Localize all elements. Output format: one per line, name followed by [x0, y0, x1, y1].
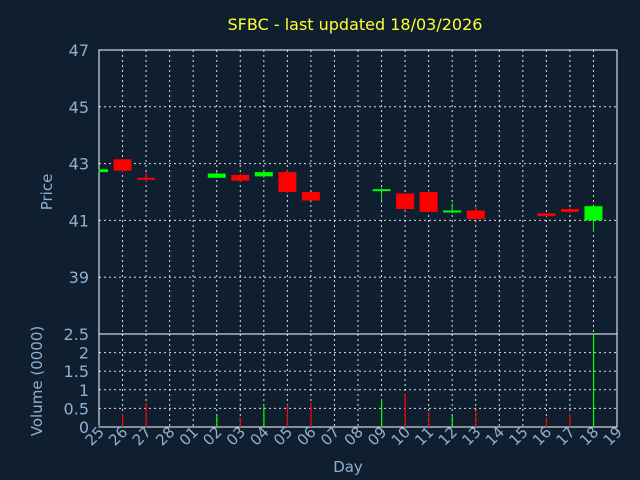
volume-bar	[239, 417, 241, 427]
price-axis-title: Price	[38, 174, 56, 211]
candle	[372, 187, 391, 201]
candle-body	[466, 210, 485, 219]
candle-body	[372, 189, 391, 192]
price-y-axis: 47 45 43 41 39	[69, 41, 89, 287]
price-grid	[99, 50, 617, 334]
price-tick-label: 39	[69, 268, 89, 287]
candle-body	[301, 192, 320, 201]
volume-tick-label: 2.5	[64, 325, 89, 344]
x-axis-title: Day	[333, 458, 363, 476]
candle	[98, 169, 108, 173]
volume-bar	[545, 417, 548, 427]
candle-body	[443, 210, 462, 213]
candle-body	[207, 173, 226, 178]
volume-grid	[99, 334, 617, 427]
day-x-axis: 2526272801020304050607080910111213141516…	[82, 423, 626, 449]
volume-bar	[381, 399, 383, 427]
volume-bar	[310, 402, 312, 427]
volume-bar	[404, 393, 406, 427]
candle-body	[537, 213, 556, 217]
price-tick-label: 43	[69, 155, 89, 174]
volume-bar	[451, 413, 453, 427]
candle	[537, 213, 556, 217]
volume-axis-title: Volume (0000)	[28, 326, 46, 436]
candle-body	[419, 192, 438, 212]
volume-y-axis: 2.521.510.50	[64, 325, 89, 437]
candle	[443, 203, 462, 214]
volume-bar	[216, 413, 218, 427]
price-tick-label: 47	[69, 41, 89, 60]
price-tick-label: 45	[69, 98, 89, 117]
volume-bar	[122, 413, 124, 427]
candle	[278, 169, 297, 194]
candle-body	[99, 169, 108, 173]
volume-tick-label: 0	[79, 418, 89, 437]
candle-body	[113, 159, 132, 171]
candle-body	[560, 209, 579, 212]
candle	[254, 170, 273, 178]
candle-body	[396, 193, 415, 210]
candle	[301, 192, 320, 201]
candle	[584, 206, 603, 232]
volume-bar	[145, 402, 147, 427]
candle-body	[584, 206, 603, 221]
candle	[231, 173, 250, 183]
volume-tick-label: 1.5	[64, 362, 89, 381]
candle	[560, 207, 579, 214]
volume-bar	[428, 412, 430, 427]
price-tick-label: 41	[69, 211, 89, 230]
candlestick-series	[98, 159, 603, 232]
volume-bar	[569, 413, 571, 427]
candle	[207, 172, 226, 178]
volume-bar-series	[98, 334, 595, 427]
candle-body	[137, 177, 156, 180]
candle	[419, 190, 438, 212]
candle	[113, 159, 132, 173]
volume-bar	[98, 425, 100, 427]
candle-body	[278, 172, 297, 192]
volume-tick-label: 1	[79, 381, 89, 400]
candle-body	[254, 172, 273, 177]
volume-bar	[592, 334, 595, 427]
chart-title: SFBC - last updated 18/03/2026	[228, 15, 483, 34]
candle	[466, 206, 485, 221]
volume-bar	[263, 406, 265, 427]
candle-body	[231, 174, 250, 181]
volume-tick-label: 2	[79, 344, 89, 363]
volume-bar	[475, 410, 477, 427]
candle	[137, 172, 156, 183]
volume-tick-label: 0.5	[64, 399, 89, 418]
candle	[396, 193, 415, 211]
volume-bar	[286, 404, 289, 427]
